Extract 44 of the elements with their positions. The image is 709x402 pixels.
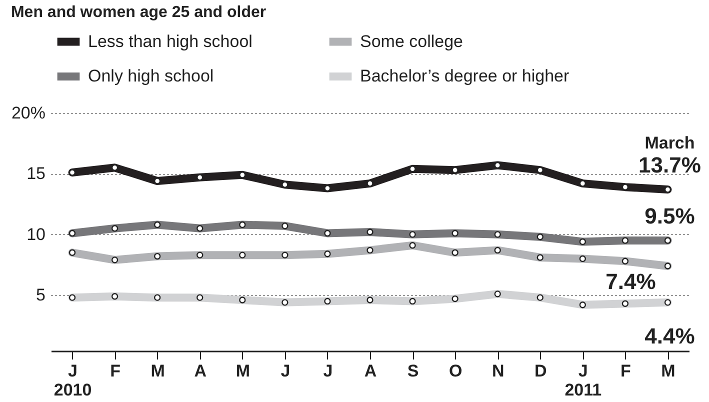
x-tick-label: D [534, 362, 547, 380]
point [239, 296, 246, 304]
point [622, 300, 629, 307]
legend-label: Only high school [88, 66, 214, 86]
x-tick-label: J [323, 362, 333, 380]
x-tick-label: M [236, 362, 250, 380]
point [452, 295, 458, 302]
x-tick-label: S [407, 362, 419, 380]
point [536, 294, 544, 301]
y-tick-label: 10 [26, 224, 46, 244]
point [324, 298, 331, 305]
legend-label: Some college [360, 32, 464, 51]
legend-label: Bachelor’s degree or higher [360, 66, 570, 86]
point [282, 299, 288, 306]
point [154, 294, 161, 301]
point [409, 298, 416, 305]
point [494, 290, 501, 298]
data-label: 9.5% [644, 204, 695, 228]
x-tick-label: O [448, 362, 462, 380]
x-tick-label: N [492, 362, 504, 380]
annotation: March [644, 134, 695, 152]
y-tick-label: 20% [11, 104, 46, 122]
data-label: 7.4% [606, 269, 656, 294]
x-tick-label: M [150, 362, 165, 380]
data-label: 4.4% [644, 323, 695, 348]
point [664, 299, 672, 306]
point [366, 296, 374, 304]
x-tick-label: J 2010 [54, 362, 92, 400]
x-tick-label: F [620, 362, 631, 380]
legend-label: Less than high school [88, 32, 252, 51]
x-tick-label: M [661, 362, 676, 380]
x-tick-label: A [194, 362, 207, 380]
point [68, 294, 76, 301]
point [111, 293, 118, 300]
y-tick-label: 5 [36, 286, 46, 305]
point [579, 302, 586, 308]
x-tick-label: A [364, 362, 377, 380]
point [196, 294, 204, 301]
x-tick-label: F [110, 362, 120, 380]
x-tick-label: J 2011 [564, 362, 602, 400]
y-tick-label: 15 [26, 164, 46, 184]
x-tick-label: J [280, 362, 290, 380]
chart-title: Men and women age 25 and older [10, 4, 266, 21]
data-label: 13.7% [638, 152, 701, 178]
